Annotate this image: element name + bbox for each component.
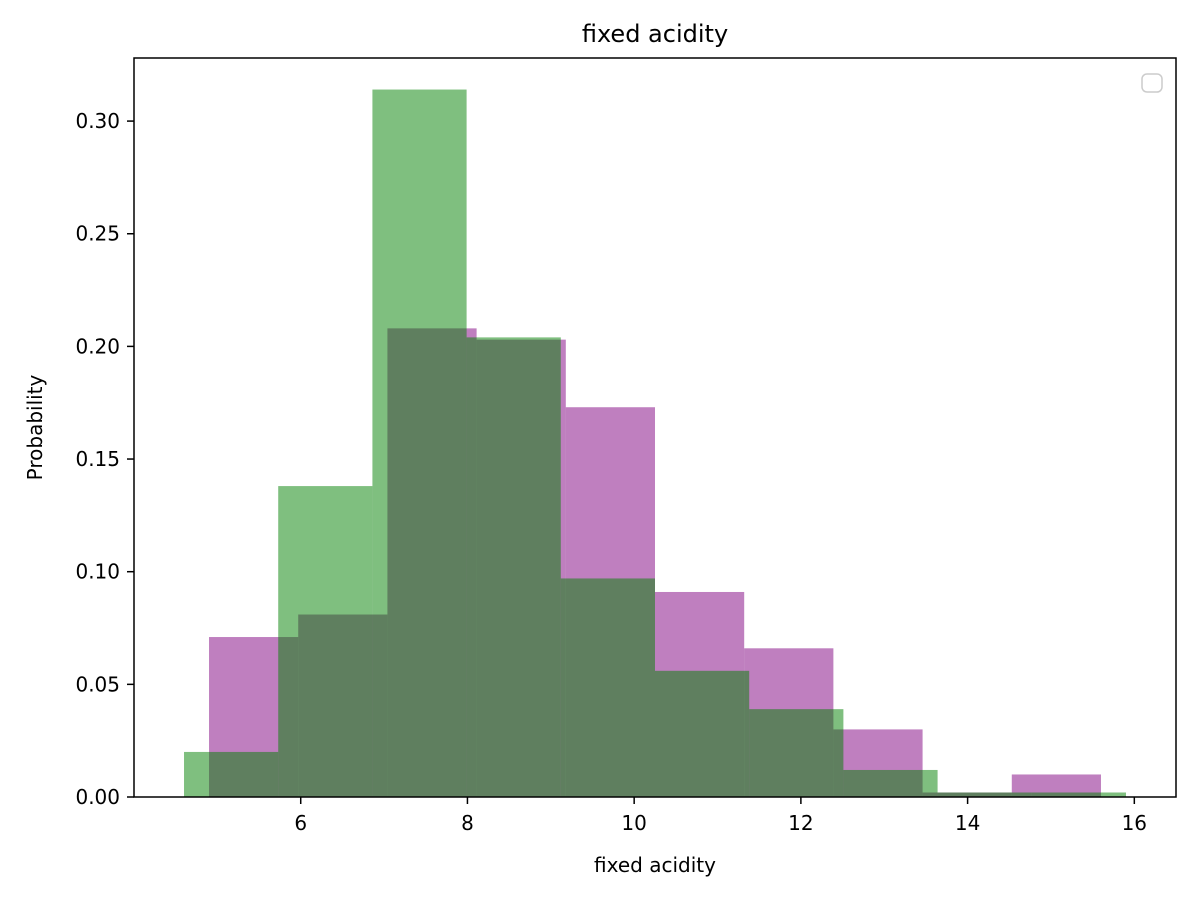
x-tick-label: 12: [788, 811, 813, 835]
bar-series-2-bin-9: [937, 792, 1032, 797]
bar-series-2-bin-1: [184, 751, 279, 797]
x-tick-label: 8: [461, 811, 474, 835]
x-axis-label: fixed acidity: [594, 853, 716, 877]
bar-series-2-bin-2: [278, 486, 373, 797]
bar-series-2-bin-7: [749, 709, 844, 797]
bar-series-2-bin-3: [372, 89, 467, 798]
y-tick-label: 0.05: [75, 672, 120, 696]
bar-series-2-bin-6: [655, 670, 750, 797]
bar-series-2-bin-4: [466, 337, 561, 797]
x-tick-label: 10: [621, 811, 646, 835]
x-tick-label: 6: [294, 811, 307, 835]
y-tick-label: 0.20: [75, 334, 120, 358]
legend-box: [1141, 73, 1163, 93]
y-ticks: 0.00 0.05 0.10 0.15 0.20 0.25 0.30: [75, 109, 134, 809]
bars-layer: [184, 89, 1126, 798]
y-tick-label: 0.25: [75, 222, 120, 246]
x-tick-label: 16: [1122, 811, 1147, 835]
bar-series-2-bin-5: [560, 578, 655, 797]
x-ticks: 6 8 10 12 14 16: [294, 797, 1147, 835]
plot-frame: [133, 57, 1177, 798]
y-axis-label: Probability: [23, 374, 47, 480]
y-tick-label: 0.00: [75, 785, 120, 809]
bar-series-2-bin-8: [843, 769, 938, 797]
bar-series-2-bin-10: [1031, 792, 1126, 797]
bar-series-1-bin-10: [1011, 774, 1101, 797]
y-tick-label: 0.15: [75, 447, 120, 471]
chart-title: fixed acidity: [582, 20, 728, 48]
y-tick-label: 0.30: [75, 109, 120, 133]
x-tick-label: 14: [955, 811, 980, 835]
y-tick-label: 0.10: [75, 560, 120, 584]
